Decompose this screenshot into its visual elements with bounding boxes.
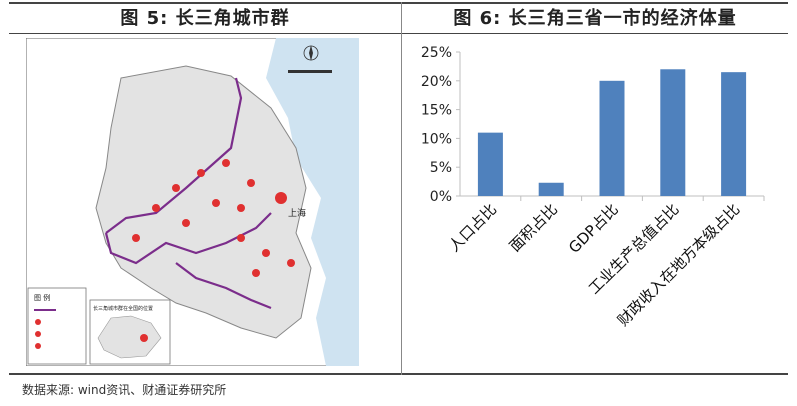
x-category-label: 财政收入在地方本级占比 [614,200,743,329]
y-tick-label: 15% [421,103,452,119]
yangtze-delta-map: 上海 图 例 长三角城市群在全国的位置 [26,38,359,366]
x-category-label: 面积占比 [506,200,561,255]
province-boundary-south [175,262,272,310]
bar [477,132,503,196]
y-tick-label: 5% [430,160,452,176]
bottom-rule [9,373,788,375]
y-tick-label: 20% [421,74,452,90]
inset-title: 长三角城市群在全国的位置 [93,305,153,312]
panel-divider [401,2,402,375]
city-markers [132,159,295,277]
y-tick-label: 10% [421,131,452,147]
sea-area [266,38,359,366]
data-source-note: 数据来源: wind资讯、财通证券研究所 [22,383,227,397]
scale-bar [288,70,332,73]
title-rule [9,33,788,34]
province-boundary-north [105,77,243,234]
top-rule [9,2,788,4]
map-panel-title: 图 5: 长三角城市群 [120,8,290,29]
y-tick-label: 25% [421,45,452,61]
bar [538,182,564,196]
y-tick-label: 0% [430,189,452,205]
chart-panel-title: 图 6: 长三角三省一市的经济体量 [453,8,737,29]
bar [599,80,625,196]
compass-icon [303,45,319,61]
bar [721,72,747,196]
province-boundary-middle [104,212,272,265]
bar [660,69,686,196]
x-category-label: GDP占比 [565,200,622,257]
x-category-label: 人口占比 [445,200,500,255]
map-legend [27,287,87,365]
economy-share-chart: 0%5%10%15%20%25% 人口占比 面积占比 GDP占比工业生产总值占比财政… [421,45,765,330]
city-label: 上海 [288,207,306,219]
legend-title: 图 例 [34,293,50,302]
